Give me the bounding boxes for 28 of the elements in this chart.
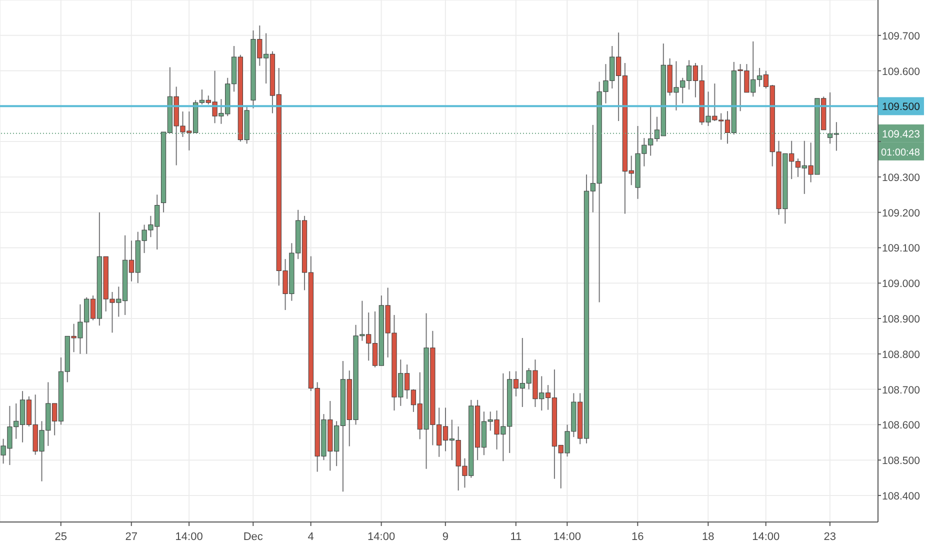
x-tick-label: 9 [442,531,448,543]
x-tick-label: 14:00 [368,531,396,543]
ref-line-label: 109.423 [882,128,920,140]
x-tick-label: 23 [824,531,836,543]
y-tick-label: 109.600 [882,66,920,78]
x-tick-label: 14:00 [752,531,780,543]
x-tick-label: 14:00 [175,531,203,543]
x-tick-label: 25 [54,531,68,543]
y-tick-label: 108.900 [882,314,920,326]
x-tick-label: 11 [510,531,522,543]
y-tick-label: 108.800 [882,348,920,361]
y-tick-label: 109.100 [882,242,920,255]
y-tick-label: 109.000 [882,278,920,290]
y-tick-label: 108.700 [882,384,920,396]
y-tick-label: 108.400 [882,490,920,502]
y-tick-label: 109.300 [882,172,920,184]
x-tick-label: 4 [308,531,314,543]
y-tick-label: 108.500 [882,455,920,468]
x-tick-label: 14:00 [553,531,581,543]
x-tick-label: 27 [125,531,138,543]
y-tick-label: 108.600 [882,420,920,432]
text: 01:00:48 [881,147,920,158]
y-tick-label: 109.700 [882,30,920,42]
y-tick-label: 109.200 [882,207,920,220]
x-tick-label: Dec [243,531,264,543]
y-tick-label: 109.500 [882,101,920,114]
x-tick-label: 18 [702,531,714,543]
x-tick-label: 16 [632,531,644,543]
